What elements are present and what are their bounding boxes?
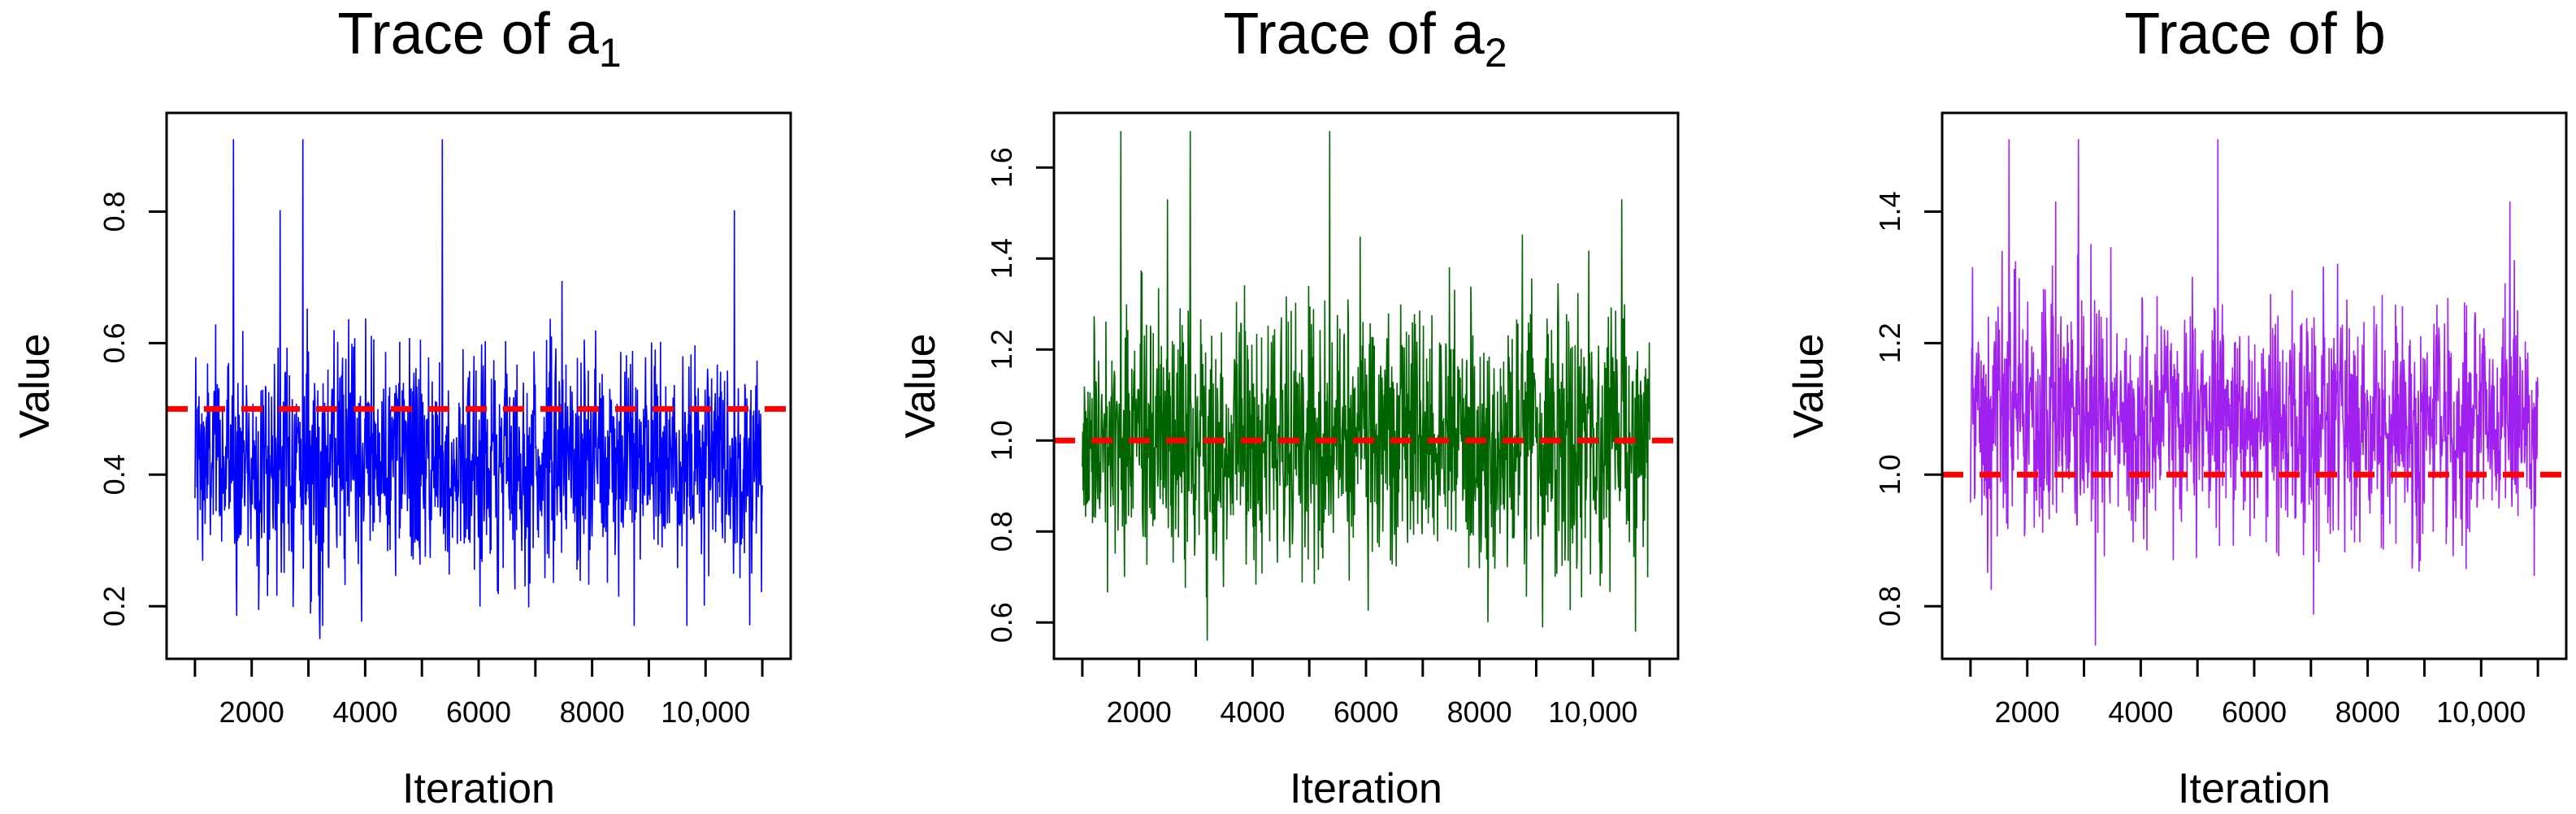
x-tick-label: 10,000 (2436, 695, 2526, 729)
panel-title: Trace of a2 (1223, 2, 1507, 76)
y-tick-label: 0.4 (98, 454, 131, 495)
x-tick-label: 4000 (332, 695, 397, 729)
panel-title: Trace of a1 (337, 2, 621, 76)
panel-title-subscript: 2 (1485, 30, 1507, 76)
plot-frame (165, 111, 792, 660)
y-tick-label: 0.6 (98, 323, 131, 363)
y-tick-label: 1.4 (985, 238, 1018, 279)
x-tick-label: 8000 (2335, 695, 2400, 729)
trace-line (1082, 131, 1650, 641)
y-axis-label: Value (1785, 333, 1832, 438)
panel-title: Trace of b (2124, 2, 2385, 67)
y-tick-label: 0.8 (98, 191, 131, 232)
y-tick-label: 1.4 (1873, 191, 1906, 232)
y-tick-label: 0.2 (98, 586, 131, 626)
y-tick-label: 0.8 (1873, 586, 1906, 626)
y-tick-label: 1.2 (1873, 323, 1906, 363)
y-tick-label: 1.0 (1873, 454, 1906, 495)
x-tick-label: 2000 (1107, 695, 1172, 729)
x-tick-label: 6000 (2222, 695, 2287, 729)
x-tick-label: 6000 (1334, 695, 1399, 729)
x-tick-label: 2000 (1995, 695, 2060, 729)
x-tick-label: 2000 (219, 695, 284, 729)
panel-title-subscript: 1 (599, 30, 622, 76)
x-tick-label: 6000 (446, 695, 511, 729)
y-tick-label: 0.8 (985, 511, 1018, 552)
x-axis-label: Iteration (1290, 765, 1442, 812)
x-axis-label: Iteration (402, 765, 555, 812)
x-tick-label: 4000 (2108, 695, 2173, 729)
panel-title-text: Trace of a (337, 2, 599, 67)
y-axis-label: Value (897, 333, 944, 438)
trace-panel-3: Trace of b 2000 4000 6000 8000 10,000 0.8 1.0 1.… (1785, 2, 2568, 812)
x-tick-label: 4000 (1220, 695, 1285, 729)
trace-panel-2: Trace of a2 2000 4000 6000 8000 10,000 0.6 0.8 1… (897, 2, 1680, 812)
trace-line (1970, 139, 2539, 646)
x-tick-label: 10,000 (661, 695, 750, 729)
x-tick-label: 8000 (560, 695, 625, 729)
y-tick-label: 1.0 (985, 420, 1018, 461)
y-tick-label: 1.6 (985, 147, 1018, 188)
trace-panel-1: Trace of a1 2000 4000 6000 8000 10,000 0.2 0.4 0… (11, 2, 792, 812)
y-tick-label: 0.6 (985, 602, 1018, 643)
x-tick-label: 8000 (1447, 695, 1512, 729)
x-tick-label: 10,000 (1548, 695, 1637, 729)
y-tick-label: 1.2 (985, 329, 1018, 370)
panel-title-text: Trace of a (1223, 2, 1485, 67)
x-axis-label: Iteration (2178, 765, 2331, 812)
trace-line (194, 139, 763, 639)
panel-title-text: Trace of b (2124, 2, 2385, 67)
y-axis-label: Value (11, 333, 59, 438)
